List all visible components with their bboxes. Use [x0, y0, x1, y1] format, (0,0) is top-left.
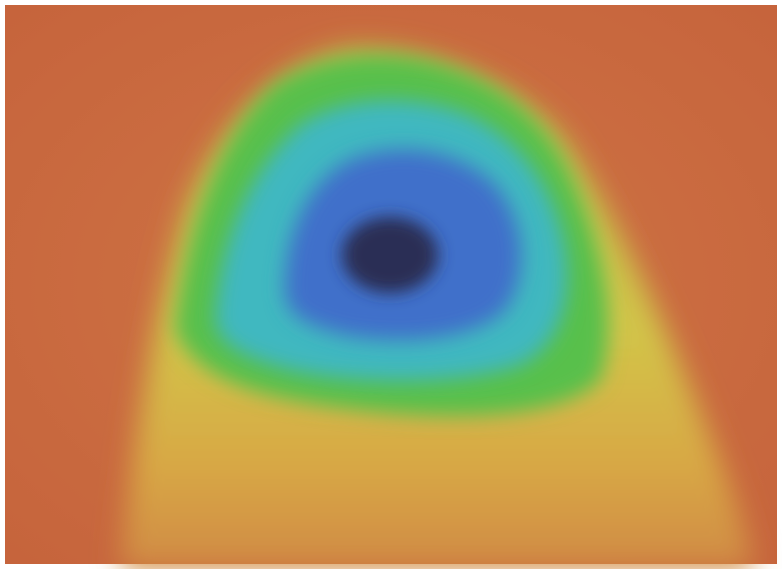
depth-image	[0, 0, 782, 569]
page	[0, 0, 782, 569]
dark-center	[342, 217, 438, 293]
